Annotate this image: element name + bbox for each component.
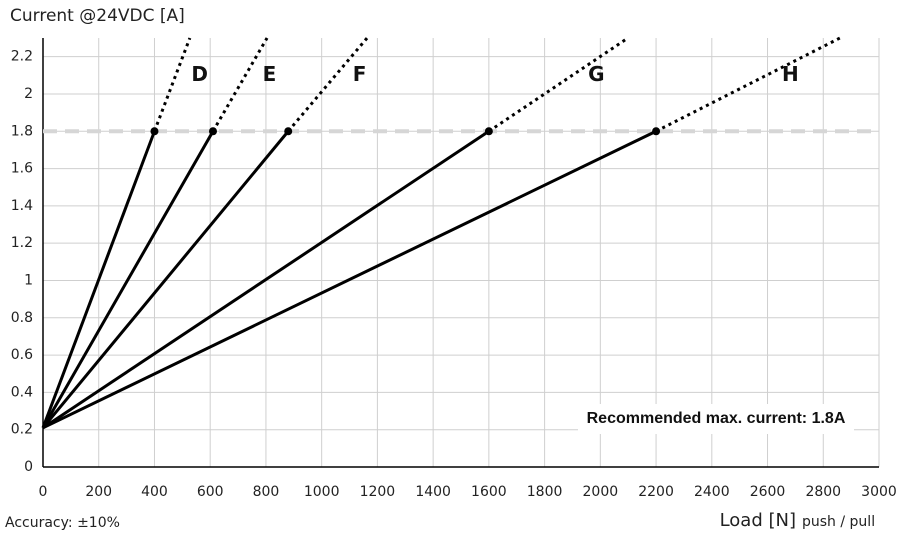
y-tick-label: 1.4 xyxy=(11,198,33,214)
y-tick-label: 2 xyxy=(24,86,33,102)
y-tick-label: 0 xyxy=(24,459,33,475)
series-label: G xyxy=(588,62,604,86)
series-label: D xyxy=(191,62,208,86)
y-tick-label: 0.2 xyxy=(11,422,33,438)
series-marker xyxy=(652,127,661,136)
y-tick-label: 2.2 xyxy=(11,49,33,65)
series-extension xyxy=(211,37,269,133)
x-tick-label: 2000 xyxy=(583,484,619,500)
series-marker xyxy=(150,127,159,136)
x-tick-label: 2800 xyxy=(805,484,841,500)
series-line xyxy=(42,130,490,430)
series-line xyxy=(42,129,657,430)
series-marker xyxy=(208,127,217,136)
y-tick-label: 1 xyxy=(24,272,33,288)
x-tick-label: 400 xyxy=(141,484,168,500)
x-axis-subtitle: push / pull xyxy=(802,514,875,530)
series-marker xyxy=(284,127,293,136)
x-tick-label: 800 xyxy=(253,484,280,500)
series-line xyxy=(41,130,156,429)
series-label: E xyxy=(263,62,277,86)
x-tick-label: 1400 xyxy=(415,484,451,500)
series-extension xyxy=(655,36,841,133)
y-tick-label: 0.8 xyxy=(11,310,33,326)
y-tick-label: 1.8 xyxy=(11,123,33,139)
x-tick-label: 1000 xyxy=(304,484,340,500)
x-tick-label: 0 xyxy=(39,484,48,500)
y-tick-label: 0.6 xyxy=(11,347,33,363)
x-tick-label: 200 xyxy=(85,484,112,500)
footnote: Accuracy: ±10% xyxy=(5,515,120,531)
x-tick-label: 2400 xyxy=(694,484,730,500)
x-tick-label: 600 xyxy=(197,484,224,500)
y-tick-label: 0.4 xyxy=(11,384,33,400)
y-axis-title: Current @24VDC [A] xyxy=(10,6,185,26)
series-label: H xyxy=(782,62,799,86)
annotation-box xyxy=(578,404,854,434)
x-tick-label: 1600 xyxy=(471,484,507,500)
series-extension xyxy=(488,36,629,133)
x-tick-label: 1800 xyxy=(527,484,563,500)
y-tick-label: 1.6 xyxy=(11,161,33,177)
x-tick-label: 2600 xyxy=(750,484,786,500)
series-marker xyxy=(484,127,493,136)
x-tick-label: 2200 xyxy=(638,484,674,500)
y-tick-label: 1.2 xyxy=(11,235,33,251)
x-tick-label: 3000 xyxy=(861,484,897,500)
series-extension xyxy=(153,37,192,132)
series-line xyxy=(41,130,215,429)
series-label: F xyxy=(353,62,367,86)
annotation: Recommended max. current: 1.8A xyxy=(587,410,846,427)
x-axis-title: Load [N] xyxy=(720,510,796,531)
series-line xyxy=(41,130,290,429)
x-tick-label: 1200 xyxy=(360,484,396,500)
